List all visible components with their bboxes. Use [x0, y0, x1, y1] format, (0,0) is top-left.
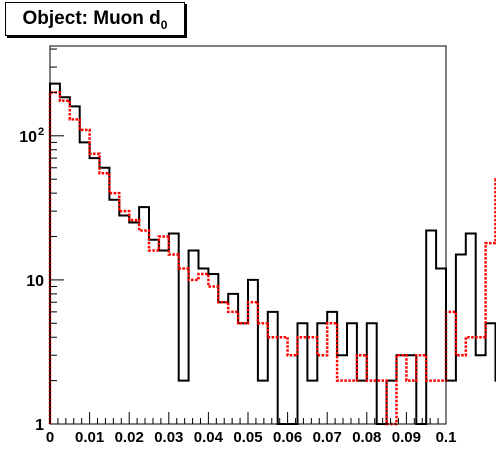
title-box: Object: Muon d0	[5, 2, 185, 36]
y-tick-exponent: 2	[38, 126, 44, 138]
x-tick-label: 0.08	[352, 429, 381, 446]
chart-title: Object: Muon d0	[22, 8, 168, 32]
title-subscript: 0	[160, 17, 168, 32]
y-tick-label: 1	[35, 417, 44, 434]
x-tick-label: 0.09	[392, 429, 421, 446]
x-tick-label: 0.06	[273, 429, 302, 446]
plot-frame	[49, 45, 447, 425]
x-tick-label: 0.07	[313, 429, 342, 446]
histogram-series-2	[48, 91, 496, 426]
x-tick-label: 0.01	[75, 429, 104, 446]
x-tick-label: 0.04	[194, 429, 224, 446]
x-tick-label: 0.05	[233, 429, 262, 446]
x-tick-label: 0.1	[436, 429, 457, 446]
histogram-series-1	[49, 82, 496, 425]
x-tick-label: 0.02	[115, 429, 144, 446]
y-tick-label: 10	[26, 273, 44, 290]
y-tick-label: 10	[19, 129, 37, 146]
x-tick-label: 0	[46, 429, 54, 446]
x-tick-label: 0.03	[154, 429, 183, 446]
